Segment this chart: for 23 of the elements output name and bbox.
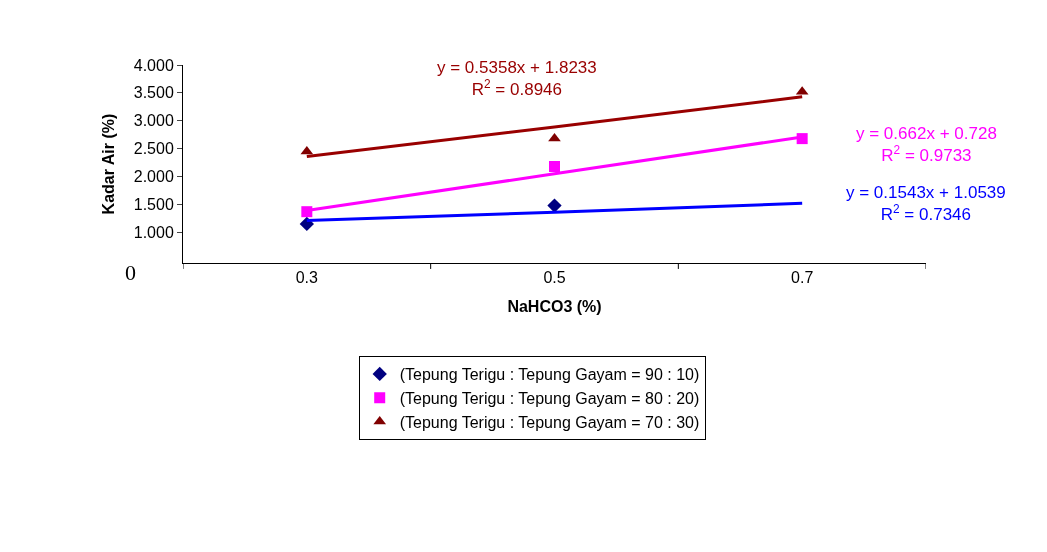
y-tick-label: 4.000 bbox=[133, 56, 174, 74]
x-tick-label: 0.7 bbox=[791, 269, 814, 287]
y-tick-label: 3.500 bbox=[133, 84, 174, 102]
x-tick-label: 0.3 bbox=[295, 269, 319, 287]
annotation: y = 0.1543x + 1.0539 R$^{2}$ = 0.7346 bbox=[846, 183, 1006, 225]
y-tick-label: 3.000 bbox=[133, 112, 174, 130]
y-tick-label: 2.000 bbox=[133, 168, 174, 186]
point bbox=[549, 161, 560, 173]
x-axis-title: NaHCO3 (%) bbox=[507, 297, 602, 315]
legend-label: (Tepung Terigu : Tepung Gayam = 90 : 10) bbox=[399, 366, 700, 384]
x-tick-label: 0.5 bbox=[543, 269, 566, 287]
point bbox=[299, 216, 314, 232]
y-tick-label: 1.000 bbox=[133, 223, 174, 241]
annotation: y = 0.662x + 0.728 R$^{2}$ = 0.9733 bbox=[856, 124, 997, 166]
y-tick-label: 1.500 bbox=[133, 196, 174, 214]
y-axis-title: Kadar Air (%) bbox=[99, 113, 117, 215]
legend-label: (Tepung Terigu : Tepung Gayam = 80 : 20) bbox=[399, 390, 700, 407]
point bbox=[300, 145, 314, 155]
y-tick-label: 2.500 bbox=[133, 140, 174, 158]
legend-label: (Tepung Terigu : Tepung Gayam = 70 : 30) bbox=[399, 413, 700, 431]
annotation: y = 0.5358x + 1.8233 R$^{2}$ = 0.8946 bbox=[437, 58, 597, 100]
text: 0 bbox=[125, 260, 136, 285]
point bbox=[547, 198, 562, 213]
